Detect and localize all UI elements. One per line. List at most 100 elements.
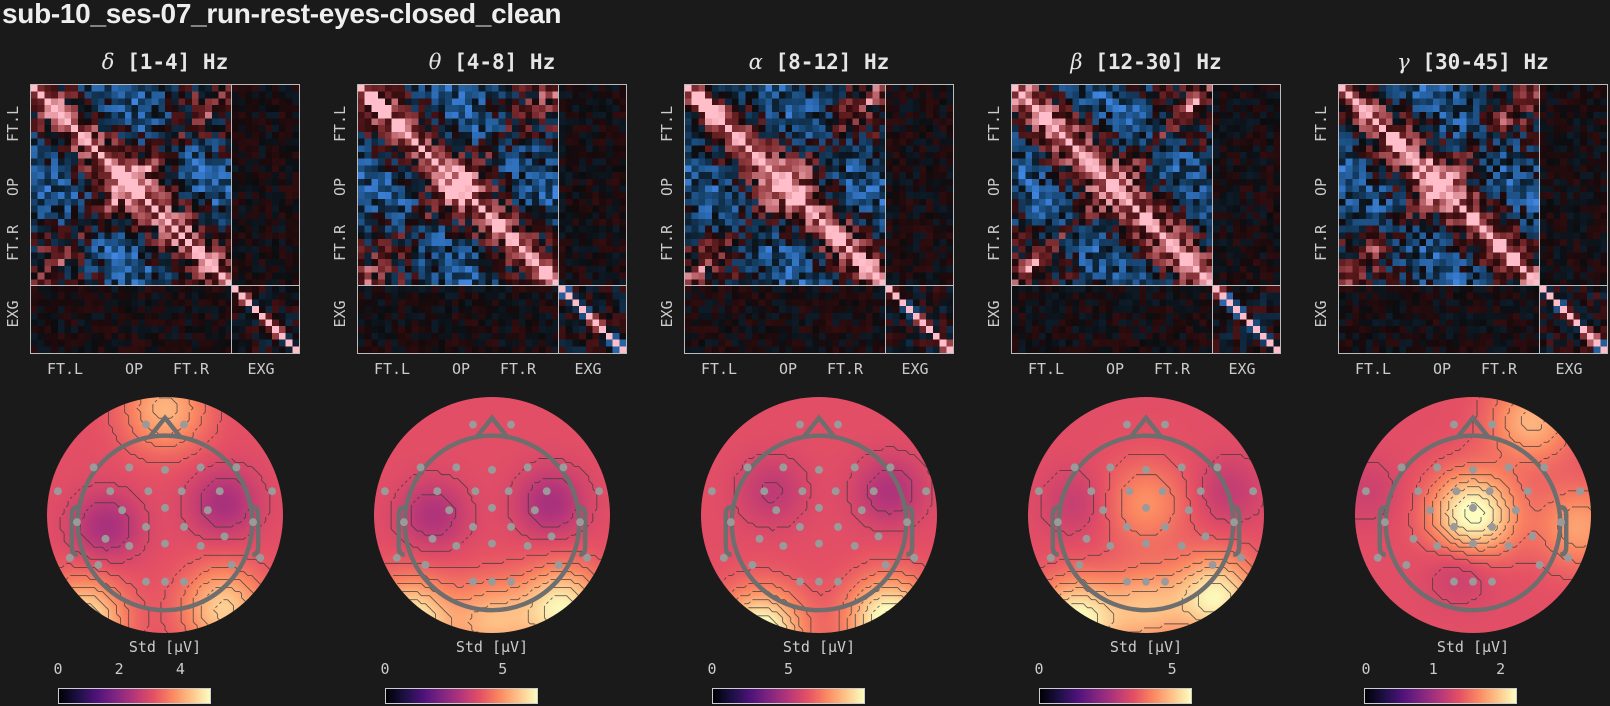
- topomap-field: [373, 396, 611, 634]
- band-greek-symbol: β: [1070, 50, 1083, 74]
- x-tick-label: EXG: [574, 360, 602, 378]
- y-tick-label: FT.R: [4, 224, 22, 261]
- y-tick-label: FT.L: [331, 105, 349, 142]
- x-tick-label: OP: [451, 360, 471, 378]
- y-tick-label: FT.L: [985, 105, 1003, 142]
- x-tick-label: FT.R: [172, 360, 210, 378]
- colorbar-tick: 2: [114, 660, 124, 678]
- colorbar: [712, 688, 865, 704]
- colorbar: [1039, 688, 1192, 704]
- connectivity-matrix: [30, 84, 300, 354]
- band-greek-symbol: δ: [101, 50, 115, 74]
- topomap-field: [1027, 396, 1265, 634]
- topomap: [373, 396, 611, 634]
- band-panel: θ [4-8] Hz FT.L OP FT.R EXG FT.L OP FT.R…: [327, 0, 654, 706]
- x-tick-label: FT.L: [1354, 360, 1392, 378]
- band-title: α [8-12] Hz: [684, 50, 954, 74]
- y-tick-label: FT.R: [331, 224, 349, 261]
- electrode-markers: [1034, 420, 1258, 586]
- y-tick-label: OP: [985, 177, 1003, 197]
- y-tick-label: EXG: [331, 300, 349, 328]
- band-title: θ [4-8] Hz: [357, 50, 627, 74]
- connectivity-matrix: [1338, 84, 1608, 354]
- band-panel: β [12-30] Hz FT.L OP FT.R EXG FT.L OP FT…: [981, 0, 1308, 706]
- colorbar-tick: 4: [175, 660, 185, 678]
- electrode-markers: [380, 420, 604, 586]
- topomap-field: [700, 396, 938, 634]
- exg-divider-horizontal: [1012, 285, 1280, 286]
- topomap: [1027, 396, 1265, 634]
- topomap-field: [46, 396, 284, 634]
- electrode-markers: [1361, 420, 1585, 586]
- topomap: [700, 396, 938, 634]
- band-range: [4-8] Hz: [454, 50, 556, 74]
- band-range: [8-12] Hz: [775, 50, 890, 74]
- x-tick-label: EXG: [1228, 360, 1256, 378]
- colorbar: [1364, 688, 1517, 704]
- exg-divider-vertical: [558, 85, 559, 353]
- exg-divider-horizontal: [31, 285, 299, 286]
- colorbar: [58, 688, 211, 704]
- band-title: β [12-30] Hz: [1011, 50, 1281, 74]
- matrix-heatmap: [358, 85, 626, 353]
- y-tick-label: EXG: [985, 300, 1003, 328]
- matrix-heatmap: [685, 85, 953, 353]
- x-tick-label: OP: [1432, 360, 1452, 378]
- band-panel: α [8-12] Hz FT.L OP FT.R EXG FT.L OP FT.…: [654, 0, 981, 706]
- colorbar-label: Std [μV]: [455, 638, 529, 656]
- exg-divider-horizontal: [1339, 285, 1607, 286]
- colorbar-label: Std [μV]: [1436, 638, 1510, 656]
- connectivity-matrix: [1011, 84, 1281, 354]
- colorbar-tick: 0: [53, 660, 63, 678]
- colorbar-label: Std [μV]: [1109, 638, 1183, 656]
- band-greek-symbol: θ: [428, 50, 442, 74]
- connectivity-matrix: [684, 84, 954, 354]
- band-title: δ [1-4] Hz: [30, 50, 300, 74]
- x-tick-label: EXG: [1555, 360, 1583, 378]
- y-tick-label: FT.R: [1312, 224, 1330, 261]
- matrix-heatmap: [1339, 85, 1607, 353]
- y-tick-label: OP: [4, 177, 22, 197]
- band-greek-symbol: α: [748, 50, 763, 74]
- colorbar-tick: 0: [1034, 660, 1044, 678]
- colorbar-tick: 0: [707, 660, 717, 678]
- y-tick-label: OP: [658, 177, 676, 197]
- y-tick-label: EXG: [4, 300, 22, 328]
- exg-divider-horizontal: [685, 285, 953, 286]
- colorbar-tick: 1: [1428, 660, 1438, 678]
- colorbar-tick: 0: [1361, 660, 1371, 678]
- y-tick-label: EXG: [658, 300, 676, 328]
- y-tick-label: FT.R: [658, 224, 676, 261]
- x-tick-label: FT.L: [46, 360, 84, 378]
- x-tick-label: FT.R: [826, 360, 864, 378]
- colorbar: [385, 688, 538, 704]
- x-tick-label: EXG: [901, 360, 929, 378]
- exg-divider-vertical: [885, 85, 886, 353]
- x-tick-label: FT.R: [1153, 360, 1191, 378]
- electrode-markers: [707, 420, 931, 586]
- band-range: [30-45] Hz: [1422, 50, 1549, 74]
- colorbar-label: Std [μV]: [128, 638, 202, 656]
- exg-divider-vertical: [1539, 85, 1540, 353]
- topomap: [46, 396, 284, 634]
- electrode-markers: [53, 420, 277, 586]
- y-tick-label: EXG: [1312, 300, 1330, 328]
- colorbar-tick: 2: [1496, 660, 1506, 678]
- x-tick-label: FT.L: [700, 360, 738, 378]
- colorbar-label: Std [μV]: [782, 638, 856, 656]
- colorbar-tick: 5: [498, 660, 508, 678]
- x-tick-label: FT.L: [1027, 360, 1065, 378]
- band-panel: δ [1-4] Hz FT.L OP FT.R EXG FT.L OP FT.R…: [0, 0, 327, 706]
- y-tick-label: FT.L: [1312, 105, 1330, 142]
- figure-title: sub-10_ses-07_run-rest-eyes-closed_clean: [2, 0, 562, 29]
- exg-divider-vertical: [231, 85, 232, 353]
- band-panel: γ [30-45] Hz FT.L OP FT.R EXG FT.L OP FT…: [1308, 0, 1610, 706]
- exg-divider-vertical: [1212, 85, 1213, 353]
- y-tick-label: FT.L: [4, 105, 22, 142]
- colorbar-tick: 5: [783, 660, 794, 678]
- colorbar-tick: 0: [380, 660, 390, 678]
- band-title: γ [30-45] Hz: [1338, 50, 1608, 74]
- x-tick-label: OP: [778, 360, 798, 378]
- topomap: [1354, 396, 1592, 634]
- matrix-heatmap: [1012, 85, 1280, 353]
